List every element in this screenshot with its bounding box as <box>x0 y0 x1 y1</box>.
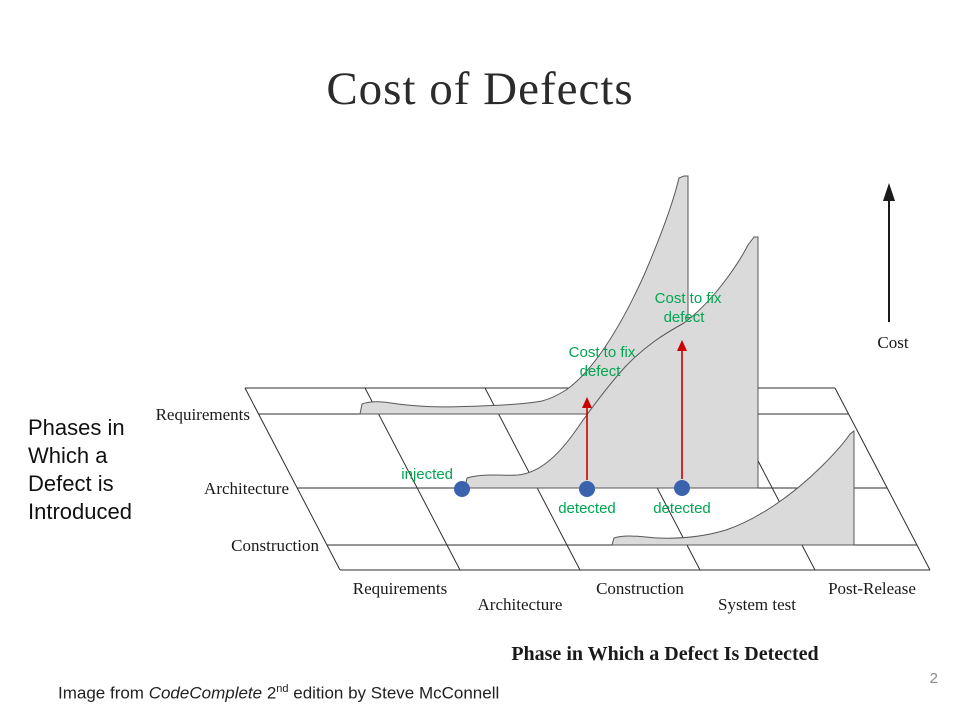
cost-to-fix-label-2-line1: Cost to fix <box>655 290 722 307</box>
detected-dot-2 <box>674 480 690 496</box>
image-credit-caption: Image from CodeComplete 2nd edition by S… <box>58 683 499 704</box>
x-label-post-release: Post-Release <box>828 579 916 598</box>
caption-rest: edition by Steve McConnell <box>288 683 500 703</box>
cost-to-fix-label-1-line2: defect <box>580 363 622 380</box>
row-label-construction: Construction <box>231 536 319 555</box>
left-note: Phases in Which a Defect is Introduced <box>28 414 132 526</box>
left-note-line: Phases in <box>28 415 125 440</box>
cost-axis-arrow <box>883 183 895 322</box>
cost-to-fix-arrow-2 <box>677 340 687 479</box>
x-label-construction: Construction <box>596 579 684 598</box>
cost-to-fix-arrow-1 <box>582 397 592 480</box>
row-label-architecture: Architecture <box>204 479 289 498</box>
x-axis-title: Phase in Which a Defect Is Detected <box>511 643 818 665</box>
x-label-requirements: Requirements <box>353 579 447 598</box>
x-label-architecture: Architecture <box>478 595 563 614</box>
detected-label-1: detected <box>558 500 616 517</box>
detected-dot-1 <box>579 481 595 497</box>
cost-surface-introduced-construction <box>611 430 855 546</box>
detected-label-2: detected <box>653 500 711 517</box>
injected-dot <box>454 481 470 497</box>
slide-title: Cost of Defects <box>326 63 634 115</box>
caption-edition-suffix: nd <box>276 683 289 695</box>
left-note-line: Defect is <box>28 471 114 496</box>
cost-surface-introduced-architecture <box>464 236 759 489</box>
caption-book-title: CodeComplete <box>148 683 263 703</box>
cost-surface-introduced-requirements <box>359 175 689 415</box>
caption-edition-number: 2 <box>262 683 277 703</box>
page-number: 2 <box>929 670 938 687</box>
left-note-line: Introduced <box>28 499 132 524</box>
cost-to-fix-arrow-1-head-icon <box>582 397 592 408</box>
cost-to-fix-label-2-line2: defect <box>664 309 706 326</box>
injected-label: injected <box>401 466 453 483</box>
cost-to-fix-arrow-2-head-icon <box>677 340 687 351</box>
cost-axis-arrowhead-icon <box>883 183 895 201</box>
caption-prefix: Image from <box>58 683 149 703</box>
left-note-line: Which a <box>28 443 108 468</box>
cost-to-fix-label-1-line1: Cost to fix <box>569 344 636 361</box>
x-label-system-test: System test <box>718 595 796 614</box>
cost-axis-label: Cost <box>877 333 908 352</box>
row-label-requirements: Requirements <box>156 405 250 424</box>
